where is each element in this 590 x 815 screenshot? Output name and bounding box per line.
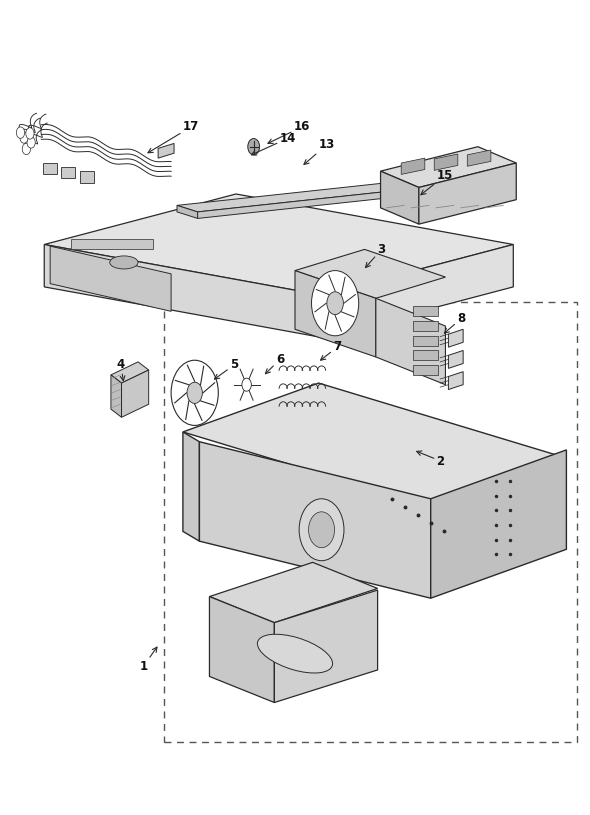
Polygon shape (183, 432, 199, 541)
Text: 13: 13 (304, 139, 335, 165)
Bar (413, 365, 438, 375)
Circle shape (171, 360, 218, 425)
Polygon shape (122, 370, 149, 417)
Polygon shape (381, 171, 419, 224)
Polygon shape (467, 150, 491, 166)
Polygon shape (401, 158, 425, 174)
Polygon shape (209, 562, 378, 623)
Polygon shape (199, 442, 431, 598)
Polygon shape (111, 375, 122, 417)
Circle shape (309, 512, 335, 548)
Polygon shape (177, 179, 440, 212)
Polygon shape (381, 147, 516, 187)
Text: 4: 4 (117, 359, 125, 381)
Bar (164, 302, 577, 742)
Circle shape (299, 499, 344, 561)
Polygon shape (448, 329, 463, 347)
Bar (71, 239, 153, 249)
Polygon shape (434, 154, 458, 170)
Circle shape (327, 292, 343, 315)
Bar (413, 306, 438, 316)
FancyBboxPatch shape (43, 163, 57, 174)
Circle shape (20, 132, 28, 143)
Polygon shape (295, 249, 445, 298)
Bar (413, 336, 438, 346)
Polygon shape (183, 383, 566, 507)
Text: 5: 5 (215, 359, 238, 379)
Polygon shape (44, 244, 322, 337)
Text: 1: 1 (139, 647, 157, 673)
Circle shape (242, 378, 251, 391)
Bar (413, 321, 438, 331)
Polygon shape (209, 597, 274, 703)
Polygon shape (177, 205, 198, 218)
Text: 17: 17 (148, 121, 199, 152)
Polygon shape (198, 186, 440, 218)
Polygon shape (431, 450, 566, 598)
Polygon shape (50, 246, 171, 311)
Circle shape (27, 137, 35, 148)
FancyBboxPatch shape (61, 167, 75, 178)
Polygon shape (419, 163, 516, 224)
Ellipse shape (257, 634, 333, 673)
Circle shape (22, 143, 31, 155)
Polygon shape (448, 350, 463, 368)
Polygon shape (295, 271, 376, 357)
Polygon shape (376, 298, 445, 385)
Text: 2: 2 (417, 451, 445, 468)
Ellipse shape (110, 256, 138, 269)
Text: 16: 16 (268, 121, 310, 143)
Text: 8: 8 (444, 312, 466, 333)
Polygon shape (322, 244, 513, 337)
Circle shape (312, 271, 359, 336)
Text: 15: 15 (421, 170, 453, 195)
FancyBboxPatch shape (80, 171, 94, 183)
Text: 7: 7 (320, 341, 342, 360)
Polygon shape (111, 362, 149, 383)
Circle shape (187, 382, 202, 403)
Bar (413, 350, 438, 360)
Circle shape (26, 128, 34, 139)
Polygon shape (158, 143, 174, 158)
Polygon shape (44, 194, 513, 295)
Text: 14: 14 (251, 132, 296, 155)
Text: 3: 3 (365, 243, 386, 267)
Circle shape (248, 139, 260, 155)
Polygon shape (448, 372, 463, 390)
Polygon shape (274, 590, 378, 703)
Circle shape (17, 127, 25, 139)
Text: 6: 6 (266, 353, 284, 374)
